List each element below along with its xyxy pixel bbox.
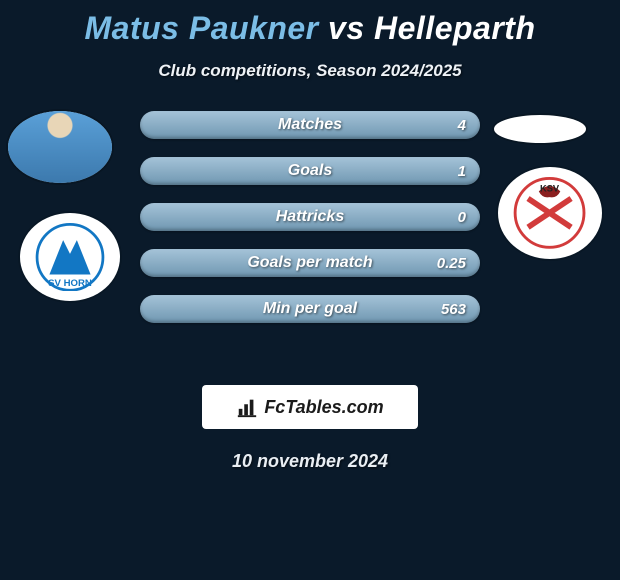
- player1-name: Matus Paukner: [85, 10, 319, 46]
- player2-photo: [494, 115, 586, 143]
- stat-label: Min per goal: [263, 300, 357, 318]
- stat-row-hattricks: Hattricks 0: [140, 203, 480, 231]
- stat-label: Matches: [278, 116, 342, 134]
- stats-list: Matches 4 Goals 1 Hattricks 0 Goals per …: [140, 111, 480, 341]
- snapshot-date: 10 november 2024: [0, 451, 620, 472]
- brand-text: FcTables.com: [264, 397, 383, 418]
- subtitle: Club competitions, Season 2024/2025: [0, 61, 620, 81]
- player2-name: Helleparth: [374, 10, 535, 46]
- stat-label: Goals per match: [247, 254, 372, 272]
- player1-club-logo: SV HORN: [20, 213, 120, 301]
- stat-value: 0: [458, 209, 466, 226]
- stat-value: 563: [441, 301, 466, 318]
- stat-label: Goals: [288, 162, 332, 180]
- stat-label: Hattricks: [276, 208, 344, 226]
- stat-value: 4: [458, 117, 466, 134]
- bar-chart-icon: [236, 396, 258, 418]
- content-area: SV HORN KSV Matches 4 Goals 1 Hattricks …: [0, 111, 620, 371]
- club2-text: KSV: [540, 183, 560, 193]
- brand-badge: FcTables.com: [202, 385, 418, 429]
- title-vs: vs: [319, 10, 374, 46]
- player2-club-logo: KSV: [498, 167, 602, 259]
- stat-value: 1: [458, 163, 466, 180]
- comparison-title: Matus Paukner vs Helleparth: [0, 0, 620, 47]
- stat-row-gpm: Goals per match 0.25: [140, 249, 480, 277]
- player1-photo: [8, 111, 112, 183]
- stat-row-mpg: Min per goal 563: [140, 295, 480, 323]
- stat-value: 0.25: [437, 255, 466, 272]
- stat-row-matches: Matches 4: [140, 111, 480, 139]
- club1-text: SV HORN: [48, 278, 92, 289]
- stat-row-goals: Goals 1: [140, 157, 480, 185]
